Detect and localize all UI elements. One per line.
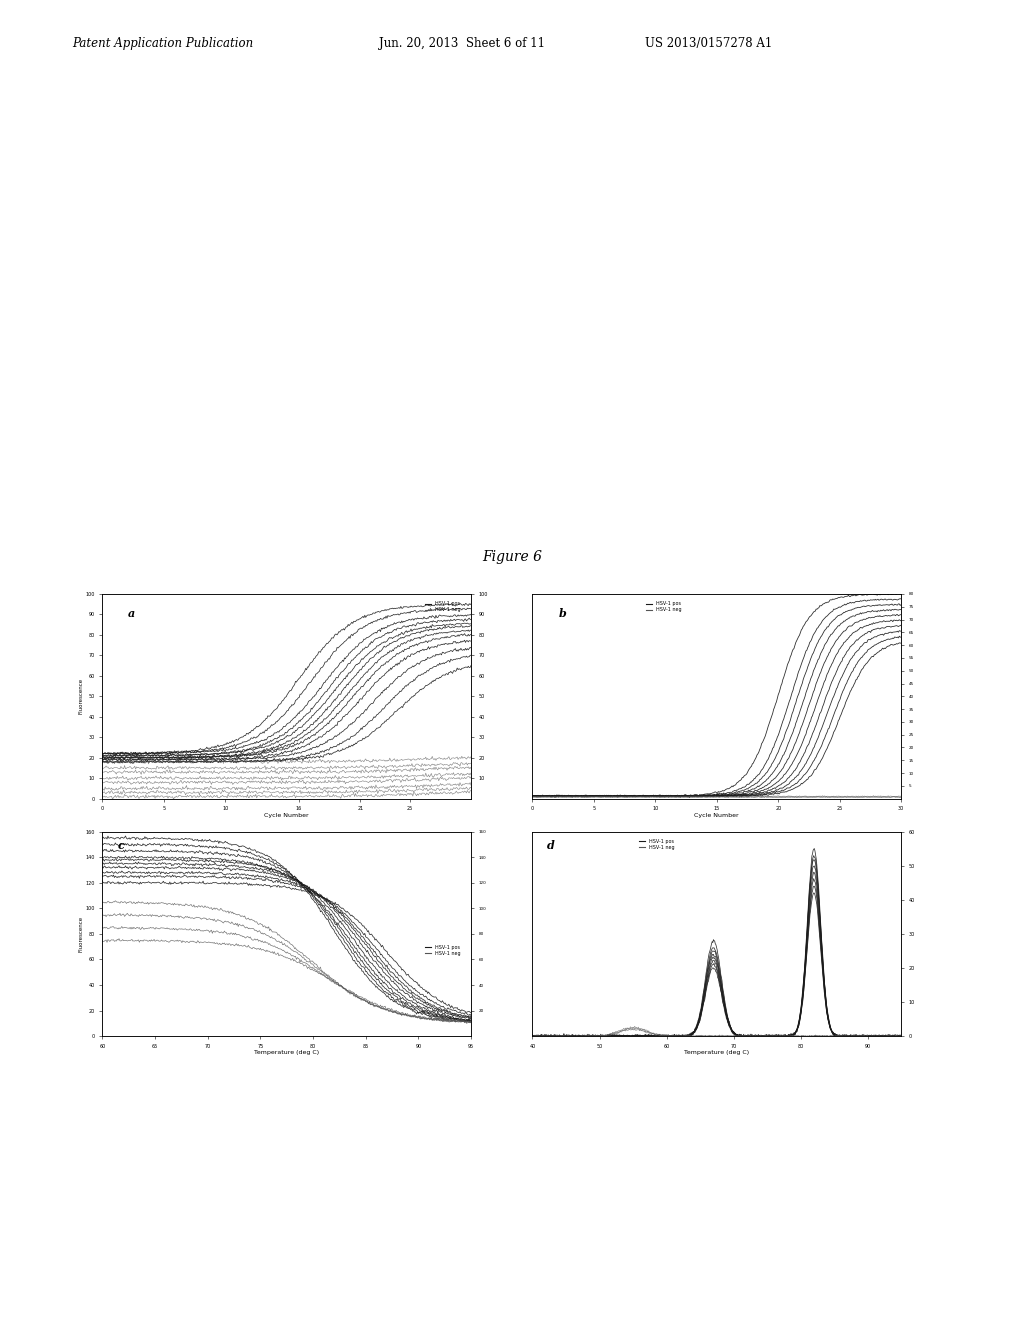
Text: US 2013/0157278 A1: US 2013/0157278 A1 [645,37,772,50]
X-axis label: Temperature (deg C): Temperature (deg C) [254,1051,319,1055]
Text: a: a [128,609,135,619]
Legend: HSV-1 pos, HSV-1 neg: HSV-1 pos, HSV-1 neg [424,601,461,614]
X-axis label: Cycle Number: Cycle Number [694,813,739,817]
X-axis label: Cycle Number: Cycle Number [264,813,309,817]
X-axis label: Temperature (deg C): Temperature (deg C) [684,1051,750,1055]
Y-axis label: Fluorescence: Fluorescence [79,916,84,952]
Text: c: c [117,840,124,851]
Text: b: b [558,609,566,619]
Y-axis label: Fluorescence: Fluorescence [79,678,84,714]
Legend: HSV-1 pos, HSV-1 neg: HSV-1 pos, HSV-1 neg [638,838,676,851]
Legend: HSV-1 pos, HSV-1 neg: HSV-1 pos, HSV-1 neg [645,601,683,614]
Text: Jun. 20, 2013  Sheet 6 of 11: Jun. 20, 2013 Sheet 6 of 11 [379,37,545,50]
Text: Patent Application Publication: Patent Application Publication [72,37,253,50]
Legend: HSV-1 pos, HSV-1 neg: HSV-1 pos, HSV-1 neg [424,944,461,957]
Text: Figure 6: Figure 6 [482,550,542,564]
Text: d: d [547,840,555,851]
